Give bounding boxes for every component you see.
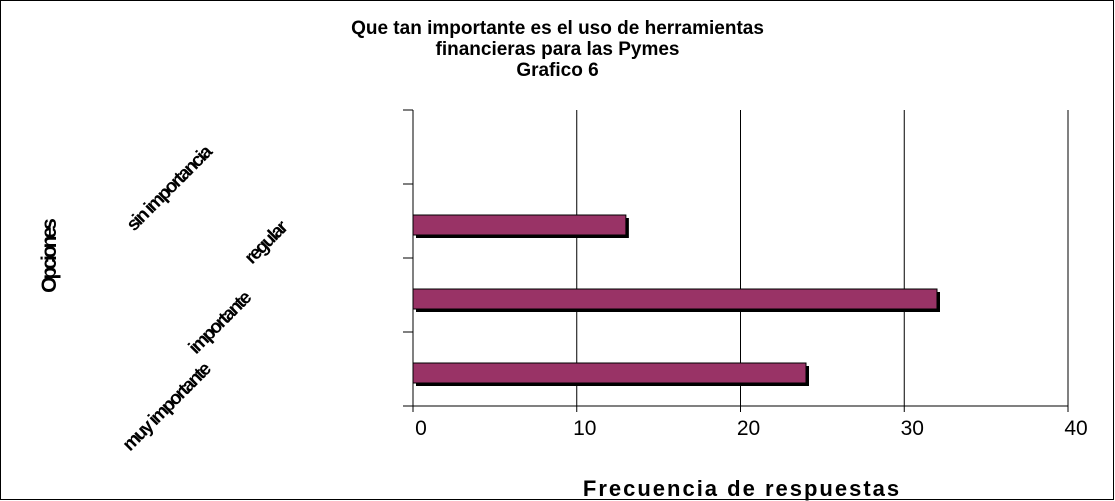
- x-tick-label-30: 30: [901, 417, 924, 440]
- chart-title-line-2: financieras para las Pymes: [435, 39, 680, 60]
- axes: [403, 109, 1069, 412]
- x-tick-labels: 0 10 20 30 40: [415, 417, 1088, 440]
- bar-importante: [412, 288, 938, 310]
- x-tick-label-20: 20: [737, 417, 760, 440]
- x-tick-label-0: 0: [415, 417, 427, 440]
- bars: [412, 214, 940, 386]
- x-axis-label: Frecuencia de respuestas: [583, 476, 901, 501]
- category-label-importante: importante: [185, 287, 256, 358]
- gridlines: [576, 110, 1069, 406]
- x-tick-label-10: 10: [573, 417, 596, 440]
- category-label-regular: regular: [241, 216, 293, 268]
- category-label-sin-importancia: sin importancia: [123, 141, 218, 236]
- chart-title-line-3: Grafico 6: [516, 60, 599, 81]
- chart-title-line-1: Que tan importante es el uso de herramie…: [351, 18, 764, 39]
- bar-regular: [412, 214, 627, 236]
- x-tick-label-40: 40: [1064, 417, 1087, 440]
- category-label-muy-importante: muy importante: [119, 359, 216, 456]
- bar-muy-importante: [412, 362, 807, 384]
- y-axis-label: Opciones: [38, 219, 61, 293]
